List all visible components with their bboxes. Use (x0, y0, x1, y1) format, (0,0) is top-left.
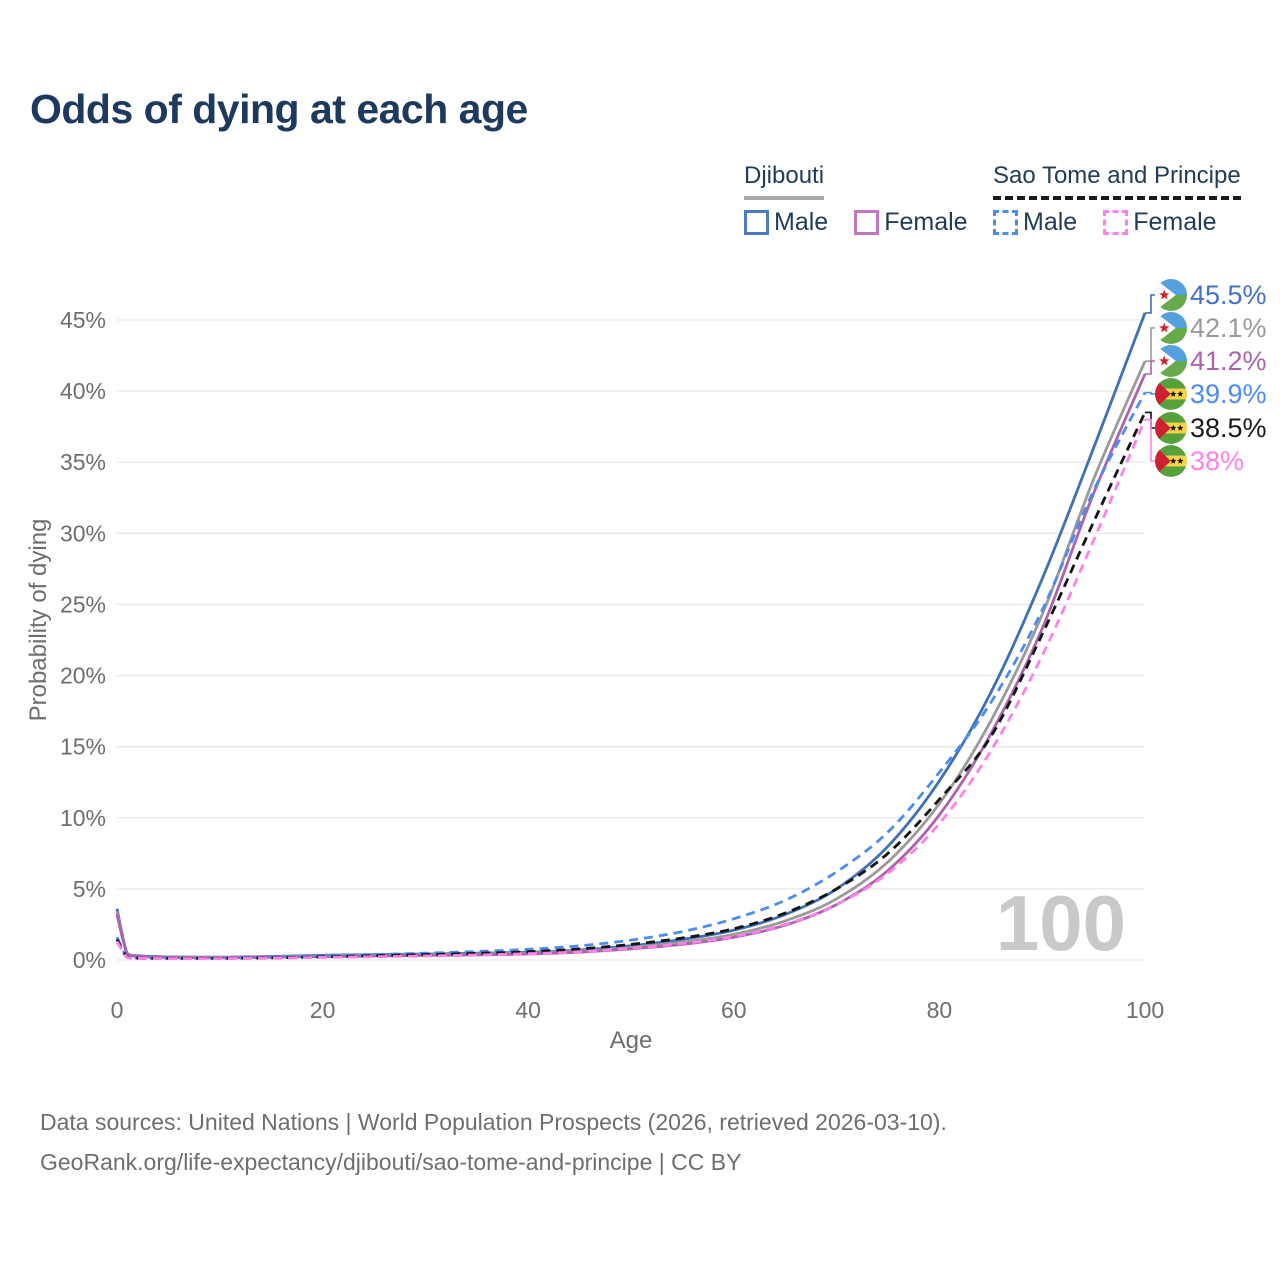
legend-item-djibouti-female[interactable]: Female (854, 208, 968, 237)
djibouti-flag-icon (1155, 345, 1187, 377)
end-label-value: 38.5% (1190, 413, 1267, 443)
line-swatch-icon (1103, 210, 1129, 235)
legend-country-sao-tome-and-principe: Sao Tome and Principe (993, 162, 1241, 200)
end-label-connector (1145, 327, 1155, 362)
legend-country-djibouti: Djibouti (744, 162, 825, 200)
legend-item-sao-tome-female[interactable]: Female (1103, 208, 1217, 237)
y-tick-label: 20% (60, 663, 106, 689)
legend-item-label: Female (884, 208, 968, 236)
end-labels: 45.5%42.1%41.2%39.9% 38.5%38% (1145, 279, 1267, 477)
footer-line-1: Data sources: United Nations | World Pop… (40, 1109, 947, 1135)
legend-group-sao-tome-and-principe: Sao Tome and Principe Male Female (993, 162, 1241, 237)
y-tick-label: 25% (60, 591, 106, 617)
end-label-djibouti-combined[interactable]: 42.1% (1155, 312, 1267, 344)
sao-tome-flag-icon (1155, 445, 1187, 477)
end-label-value: 45.5% (1190, 280, 1267, 310)
series-line-djibouti-male[interactable] (115, 312, 1147, 959)
y-axis-title: Probability of dying (25, 519, 52, 722)
y-tick-label: 5% (73, 876, 106, 902)
series-line-sao-tome-and-principe-combined[interactable] (115, 411, 1147, 960)
line-swatch-icon (993, 210, 1018, 235)
x-tick-label: 100 (1126, 997, 1164, 1023)
end-label-value: 38% (1190, 446, 1244, 476)
y-tick-label: 15% (60, 734, 106, 760)
x-tick-label: 80 (927, 997, 953, 1023)
x-tick-label: 40 (515, 997, 541, 1023)
end-label-value: 41.2% (1190, 346, 1267, 376)
y-tick-label: 40% (60, 378, 106, 404)
end-label-djibouti-female[interactable]: 41.2% (1155, 345, 1267, 377)
legend-group-djibouti: Djibouti Male Female (744, 162, 968, 237)
end-label-connector (1145, 391, 1155, 395)
legend-item-djibouti-male[interactable]: Male (744, 208, 828, 237)
page-title: Odds of dying at each age (30, 86, 528, 132)
legend-item-label: Male (774, 208, 829, 236)
legend-item-sao-tome-male[interactable]: Male (993, 208, 1077, 237)
legend-item-label: Male (1023, 208, 1078, 236)
gridlines (117, 319, 1145, 961)
end-label-value: 42.1% (1190, 313, 1267, 343)
legend-item-label: Female (1133, 208, 1217, 236)
sao-tome-flag-icon (1155, 412, 1187, 444)
x-tick-label: 60 (721, 997, 747, 1023)
line-swatch-icon (854, 210, 880, 235)
end-label-value: 39.9% (1190, 379, 1267, 409)
end-label-sao-tome-and-principe-combined[interactable]: 38.5% (1155, 412, 1267, 444)
y-tick-label: 10% (60, 805, 106, 831)
watermark-layer: 100 (996, 879, 1126, 967)
y-tick-label: 0% (73, 947, 106, 973)
end-label-sao-tome-and-principe-male[interactable]: 39.9% (1155, 378, 1267, 410)
series-line-djibouti-female[interactable] (115, 373, 1147, 960)
line-swatch-icon (744, 210, 769, 235)
series-line-sao-tome-and-principe-female[interactable] (115, 419, 1147, 961)
age-watermark: 100 (996, 879, 1126, 967)
sao-tome-flag-icon (1155, 378, 1187, 410)
footer-attribution: Data sources: United Nations | World Pop… (40, 1102, 947, 1182)
x-tick-label: 0 (111, 997, 124, 1023)
legend-items-sao-tome-and-principe: Male Female (993, 208, 1241, 237)
end-label-connector (1145, 294, 1155, 314)
end-label-connector (1145, 418, 1155, 462)
legend-items-djibouti: Male Female (744, 208, 968, 237)
y-tick-label: 35% (60, 449, 106, 475)
y-tick-label: 30% (60, 520, 106, 546)
end-label-djibouti-male[interactable]: 45.5% (1155, 279, 1267, 311)
axis-labels: 0% 5% 10% 15% 20% 25% 30% 35% 40% 45% 0 20 40 60 80 100… (25, 307, 1164, 1054)
series-lines (115, 312, 1147, 961)
x-tick-label: 20 (310, 997, 336, 1023)
djibouti-flag-icon (1155, 312, 1187, 344)
y-tick-label: 45% (60, 307, 106, 333)
djibouti-flag-icon (1155, 279, 1187, 311)
series-line-sao-tome-and-principe-male[interactable] (115, 391, 1147, 960)
end-label-connector (1145, 360, 1155, 375)
end-label-sao-tome-and-principe-female[interactable]: 38% (1155, 445, 1244, 477)
footer-line-2: GeoRank.org/life-expectancy/djibouti/sao… (40, 1149, 742, 1175)
x-axis-title: Age (610, 1027, 653, 1054)
series-line-djibouti-combined[interactable] (115, 360, 1147, 959)
